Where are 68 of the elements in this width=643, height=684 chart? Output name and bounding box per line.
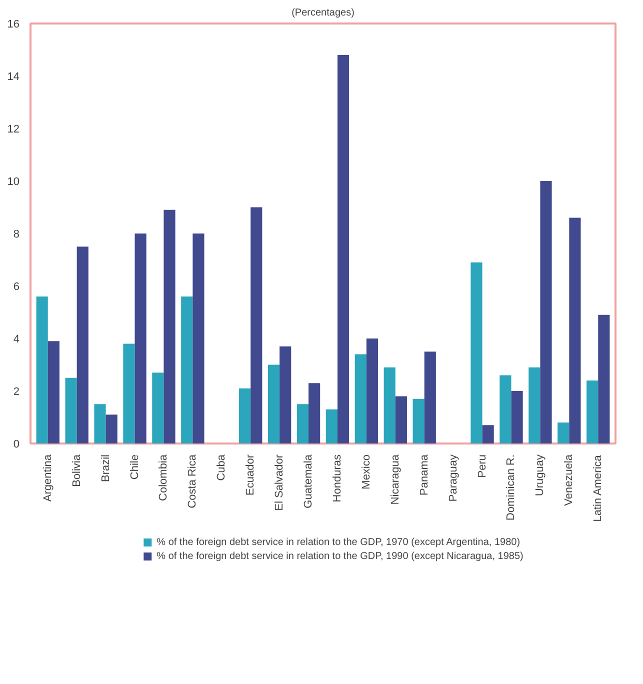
x-tick-label: Ecuador [244, 454, 257, 496]
x-tick-label: Mexico [360, 454, 372, 490]
y-tick-label: 10 [7, 176, 20, 188]
bar [106, 414, 118, 444]
y-tick-label: 2 [13, 386, 20, 398]
bar [412, 398, 424, 444]
x-tick-label: Costa Rica [186, 454, 199, 508]
bar [134, 234, 146, 444]
bar [152, 372, 164, 444]
bar [76, 246, 88, 444]
bar [192, 234, 204, 444]
bar [280, 346, 292, 444]
x-tick-label: Dominican R. [505, 454, 518, 521]
y-tick-label: 0 [13, 438, 20, 450]
x-tick-label: Venezuela [563, 454, 576, 506]
chart-title: (Percentages) [292, 8, 354, 18]
bar [65, 378, 77, 444]
x-tick-label: Colombia [158, 454, 170, 501]
x-tick-label: Chile [128, 454, 141, 480]
x-tick-label: Latin America [592, 454, 604, 522]
bar [296, 404, 309, 444]
y-tick-label: 4 [13, 334, 20, 346]
bar [308, 383, 320, 444]
x-tick-label: Honduras [331, 454, 344, 502]
bar [354, 354, 366, 444]
bar [36, 296, 48, 444]
x-tick-label: Panama [418, 454, 430, 496]
x-tick-label: Brazil [100, 454, 112, 482]
x-tick-label: Argentina [42, 454, 54, 502]
x-tick-label: El Salvador [274, 454, 286, 511]
bar [540, 181, 552, 444]
bar [470, 262, 482, 444]
bar [326, 409, 338, 444]
x-tick-label: Nicaragua [389, 454, 402, 505]
bar [164, 210, 176, 444]
bar [239, 388, 251, 444]
bar [268, 364, 280, 444]
bar [384, 367, 396, 444]
x-tick-label: Cuba [216, 454, 228, 481]
bar [48, 341, 60, 444]
bar [598, 314, 610, 444]
x-tick-label: Peru [476, 454, 488, 478]
x-tick-label: Paraguay [447, 454, 460, 502]
bar [569, 218, 581, 444]
bar [250, 207, 262, 444]
bar [424, 352, 436, 444]
x-tick-label: Guatemala [302, 454, 315, 508]
legend-label: % of the foreign debt service in relation to the GDP, 1970 (except Argentina, 1980) [156, 536, 520, 548]
x-tick-label: Bolivia [70, 454, 83, 487]
y-tick-label: 14 [7, 71, 20, 83]
bar [528, 367, 540, 444]
bar [558, 422, 570, 444]
y-tick-label: 16 [7, 18, 20, 30]
bar [395, 396, 407, 444]
bar [586, 380, 598, 444]
bar [337, 55, 350, 444]
y-tick-label: 8 [13, 228, 20, 240]
bar [482, 425, 494, 444]
bar [181, 296, 193, 444]
y-tick-label: 12 [7, 124, 20, 136]
bar [123, 344, 135, 444]
bar [500, 375, 512, 444]
bar [94, 404, 106, 444]
legend-label: % of the foreign debt service in relation to the GDP, 1990 (except Nicaragua, 1985) [156, 550, 524, 562]
x-tick-label: Uruguay [534, 454, 546, 496]
y-tick-label: 6 [13, 281, 20, 293]
bar [366, 338, 378, 444]
bar [511, 391, 523, 444]
